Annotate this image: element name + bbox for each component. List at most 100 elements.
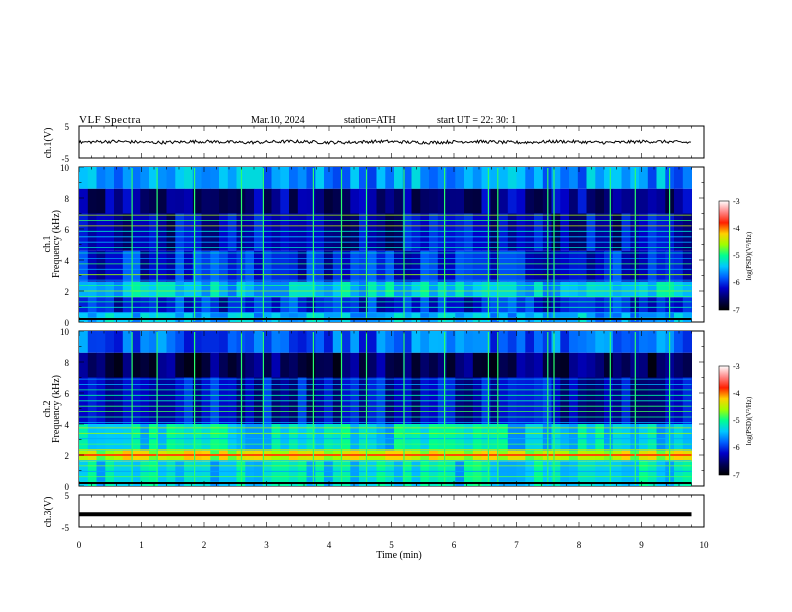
ch2-spec-ytick: 10 (60, 327, 70, 337)
spectrogram-cell (586, 312, 596, 322)
colorbar-ch1: -3 -4 -5 -6 -7 log(PSD)(V²/Hz) (718, 197, 753, 315)
spectrogram-cell (280, 281, 290, 298)
spectrogram-cell (157, 461, 167, 486)
spectrogram-cell (175, 297, 185, 313)
spectrogram-cell (604, 188, 614, 214)
spectrogram-cell (227, 167, 237, 189)
spectrogram-cell (437, 312, 447, 322)
spectrogram-cell (534, 213, 544, 251)
spectrogram-cell (507, 424, 517, 451)
spectrogram-cell (595, 297, 605, 313)
spectrogram-cell (227, 352, 237, 378)
ch1-wave-ytick: -5 (62, 154, 70, 164)
spectrogram-cell (490, 167, 500, 189)
spectrogram-cell (350, 188, 360, 214)
spectrogram-cell (227, 250, 237, 282)
spectrogram-cell (394, 461, 404, 486)
spectrogram-cell (350, 167, 360, 189)
spectrogram-cell (464, 297, 474, 313)
spectrogram-cell (297, 250, 307, 282)
spectrogram-cell (324, 424, 334, 451)
spectrogram-cell (114, 281, 124, 298)
spectrogram-cell (394, 188, 404, 214)
spectrogram-cell (332, 297, 342, 313)
spectrogram-cell (604, 424, 614, 451)
colorbar-tick: -6 (733, 443, 740, 452)
spectrogram-cell (402, 250, 412, 282)
spectrogram-cell (376, 213, 386, 251)
spectrogram-cell (612, 352, 622, 378)
spectrogram-cell (455, 167, 465, 189)
spectrogram-cell (507, 297, 517, 313)
spectrogram-cell (166, 250, 176, 282)
spectrogram-cell (332, 424, 342, 451)
spectrogram-cell (367, 297, 377, 313)
spectrogram-cell (210, 297, 220, 313)
spectrogram-cell (131, 167, 141, 189)
ch2-spec-ytick: 4 (65, 420, 70, 430)
spectrogram-cell (569, 281, 579, 298)
spectrogram-cell (534, 188, 544, 214)
ch2-spec-ytick: 0 (65, 482, 70, 492)
spectrogram-cell (394, 312, 404, 322)
spectrogram-cell (586, 331, 596, 353)
spectrogram-cell (481, 250, 491, 282)
spectrogram-cell (140, 312, 150, 322)
spectrogram-cell (490, 312, 500, 322)
spectrogram-cell (402, 167, 412, 189)
spectrogram-cell (481, 331, 491, 353)
spectrogram-cell (411, 188, 421, 214)
spectrogram-cell (472, 167, 482, 189)
spectrogram-cell (464, 331, 474, 353)
spectrogram-cell (87, 281, 97, 298)
spectrogram-cell (516, 352, 526, 378)
spectrogram-cell (297, 331, 307, 353)
spectrogram-cell (166, 331, 176, 353)
spectrogram-cell (472, 424, 482, 451)
spectrogram-cell (464, 250, 474, 282)
spectrogram-cell (437, 461, 447, 486)
spectrogram-cell (140, 331, 150, 353)
spectrogram-cell (455, 461, 465, 486)
spectrogram-cell (525, 281, 535, 298)
spectrogram-cell (507, 331, 517, 353)
spectrogram-cell (87, 213, 97, 251)
spectrogram-cell (114, 424, 124, 451)
spectrogram-cell (227, 297, 237, 313)
ch1-spec-ytick: 8 (65, 194, 70, 204)
spectrogram-cell (647, 167, 657, 189)
spectrogram-cell (315, 352, 325, 378)
spectrogram-cell (507, 188, 517, 214)
spectrogram-cell (490, 250, 500, 282)
ch3-wave-ytick: -5 (62, 523, 70, 533)
spectrogram-cell (560, 250, 570, 282)
spectrogram-cell (394, 281, 404, 298)
spectrogram-cell (621, 281, 631, 298)
spectrogram-cell (280, 188, 290, 214)
spectrogram-cell (682, 312, 692, 322)
spectrogram-cell (472, 352, 482, 378)
colorbar-label: log(PSD)(V²/Hz) (745, 396, 753, 445)
spectrogram-cell (525, 331, 535, 353)
spectrogram-cell (429, 250, 439, 282)
spectrogram-cell (140, 167, 150, 189)
spectrogram-cell (376, 250, 386, 282)
spectrogram-cell (114, 312, 124, 322)
spectrogram-cell (551, 312, 561, 322)
spectrogram-cell (122, 188, 132, 214)
spectrogram-cell (385, 297, 395, 313)
spectrogram-cell (271, 424, 281, 451)
spectrogram-cell (245, 250, 255, 282)
spectrogram-cell (455, 250, 465, 282)
spectrogram-cell (262, 281, 272, 298)
spectrogram-cell (429, 352, 439, 378)
spectrogram-cell (324, 331, 334, 353)
spectrogram-cell (534, 297, 544, 313)
spectrogram-cell (105, 297, 115, 313)
x-tick-label: 7 (514, 540, 519, 550)
spectrogram-cell (297, 461, 307, 486)
spectrogram-cell (507, 250, 517, 282)
spectrogram-cell (271, 213, 281, 251)
spectrogram-cell (481, 281, 491, 298)
ch1-spec-ytick: 4 (65, 256, 70, 266)
